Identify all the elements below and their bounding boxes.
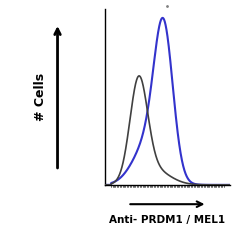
Text: Anti- PRDM1 / MEL1: Anti- PRDM1 / MEL1 xyxy=(109,215,226,225)
Text: # Cells: # Cells xyxy=(33,73,47,121)
